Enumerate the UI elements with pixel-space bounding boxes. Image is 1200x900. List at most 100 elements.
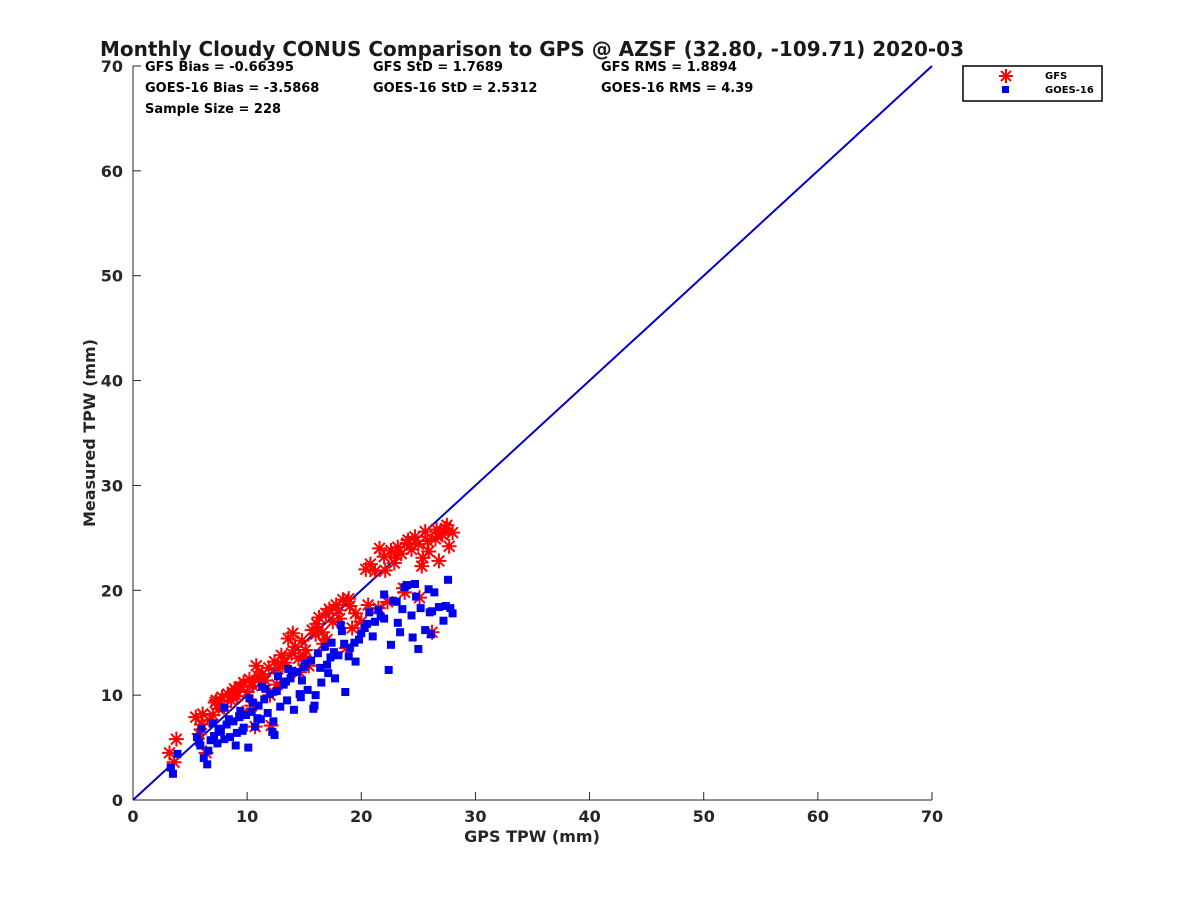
goes-16-point: [392, 597, 401, 606]
goes-16-point: [386, 640, 395, 649]
goes-16-point: [307, 656, 316, 665]
goes-16-point: [414, 645, 423, 654]
gfs-point: [287, 639, 303, 655]
goes-16-point: [446, 604, 455, 613]
gfs-point: [291, 650, 307, 666]
gfs-point: [228, 683, 244, 699]
goes-16-point: [272, 686, 281, 695]
gfs-point: [211, 701, 227, 717]
goes-16-point: [206, 736, 215, 745]
goes-16-point: [244, 743, 253, 752]
goes-16-point: [380, 590, 389, 599]
gfs-point: [257, 672, 273, 688]
gfs-point: [284, 645, 300, 661]
goes-16-point: [368, 632, 377, 641]
gfs-point: [367, 563, 383, 579]
goes-16-point: [192, 733, 201, 742]
gfs-point: [296, 648, 312, 664]
goes-16-point: [245, 694, 254, 703]
goes-16-point: [316, 663, 325, 672]
plot-area: 0 10 20 30 40 50 60 70 0 10 20 30 40 50 60 70: [101, 57, 943, 826]
goes-16-point: [362, 619, 371, 628]
gfs-point: [335, 592, 351, 608]
gfs-point: [220, 686, 236, 702]
goes-16-point: [204, 746, 213, 755]
goes-16-point: [229, 717, 238, 726]
gfs-point: [239, 684, 255, 700]
gfs-point: [311, 610, 327, 626]
goes-16-point: [168, 769, 177, 778]
gfs-point: [330, 602, 346, 618]
goes-16-point: [398, 605, 407, 614]
gfs-point: [269, 677, 285, 693]
goes-16-point: [344, 652, 353, 661]
gfs-point: [344, 620, 360, 636]
gfs-point: [267, 654, 283, 670]
goes-16-point: [254, 701, 263, 710]
gfs-point: [168, 731, 184, 747]
goes-16-point: [260, 695, 269, 704]
gfs-point: [390, 539, 406, 555]
goes-16-point: [166, 763, 175, 772]
gfs-point: [397, 584, 413, 600]
gfs-point: [353, 614, 369, 630]
goes-16-point: [331, 674, 340, 683]
goes-16-point: [242, 711, 251, 720]
goes-16-point: [337, 627, 346, 636]
gfs-point: [360, 597, 376, 613]
goes-16-point: [295, 690, 304, 699]
gfs-point: [248, 658, 264, 674]
goes-16-point: [265, 690, 274, 699]
goes-16-point: [341, 687, 350, 696]
x-tick-label: 20: [350, 807, 372, 826]
gfs-point: [417, 524, 433, 540]
gfs-point: [188, 709, 204, 725]
goes-16-point: [222, 720, 231, 729]
goes-16-point: [269, 717, 278, 726]
gfs-point: [380, 594, 396, 610]
goes-16-point: [276, 702, 285, 711]
stat-goes-bias: GOES-16 Bias = -3.5868: [145, 81, 319, 96]
gfs-point: [223, 692, 239, 708]
goes-16-point: [407, 611, 416, 620]
goes-16-point: [408, 633, 417, 642]
legend: GFS GOES-16: [962, 65, 1103, 102]
gfs-point: [386, 555, 402, 571]
goes-16-point: [268, 727, 277, 736]
gfs-point: [195, 706, 211, 722]
chart-title: Monthly Cloudy CONUS Comparison to GPS @…: [100, 37, 964, 61]
gfs-point: [410, 536, 426, 552]
legend-gfs-marker: [999, 69, 1013, 83]
gfs-point: [414, 558, 430, 574]
x-axis-label: GPS TPW (mm): [464, 827, 600, 846]
goes-16-point: [448, 609, 457, 618]
gfs-point: [404, 541, 420, 557]
goes-16-point: [384, 665, 393, 674]
series-layer: [162, 517, 461, 778]
x-tick-label: 50: [693, 807, 715, 826]
goes-16-point: [416, 604, 425, 613]
y-tick-label: 70: [101, 57, 123, 76]
goes-16-point: [239, 723, 248, 732]
goes-16-point: [439, 616, 448, 625]
goes-16-point: [441, 602, 450, 611]
stat-goes-std: GOES-16 StD = 2.5312: [373, 81, 537, 96]
gfs-point: [376, 549, 392, 565]
gfs-point: [348, 605, 364, 621]
goes-16-point: [263, 708, 272, 717]
goes-16-point: [393, 618, 402, 627]
legend-gfs-asterisk: [999, 69, 1013, 83]
gfs-point: [445, 525, 461, 541]
goes-16-point: [283, 696, 292, 705]
gfs-point: [388, 547, 404, 563]
legend-goes-marker: [1002, 86, 1009, 93]
goes-16-point: [273, 672, 282, 681]
goes-16-point: [311, 691, 320, 700]
gfs-point: [362, 556, 378, 572]
goes-16-point: [287, 667, 296, 676]
gfs-point: [399, 535, 415, 551]
goes-16-point: [345, 643, 354, 652]
goes-16-point: [293, 668, 302, 677]
gfs-point: [308, 626, 324, 642]
goes-16-point: [351, 657, 360, 666]
